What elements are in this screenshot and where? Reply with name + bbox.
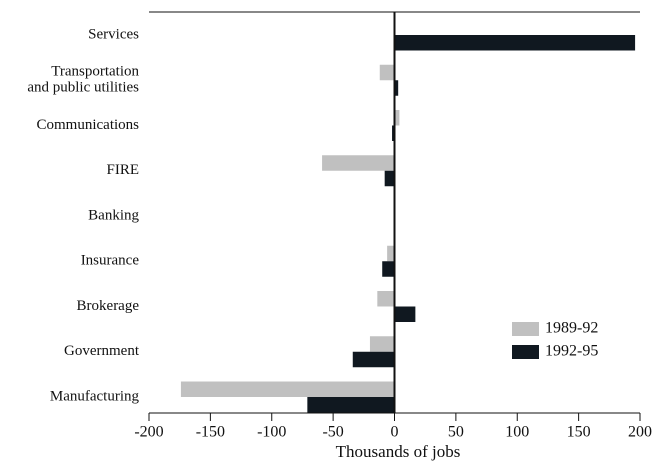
x-tick-label: -50 xyxy=(322,424,343,441)
legend-swatch xyxy=(512,322,539,336)
y-tick-label: FIRE xyxy=(106,162,139,178)
bar xyxy=(377,291,395,307)
x-tick-label: 0 xyxy=(391,424,399,441)
bar xyxy=(394,306,416,322)
x-tick-label: -150 xyxy=(196,424,225,441)
x-tick-label: 150 xyxy=(567,424,591,441)
bar xyxy=(387,245,395,262)
bar xyxy=(180,381,395,397)
y-tick-label: Government xyxy=(64,343,140,359)
x-tick-label: -100 xyxy=(257,424,286,441)
bar xyxy=(394,110,400,126)
y-tick-label: Manufacturing xyxy=(50,388,140,404)
bar xyxy=(384,170,395,187)
bar xyxy=(352,351,395,368)
bar xyxy=(382,261,395,277)
bar xyxy=(379,64,395,81)
legend-swatch xyxy=(512,345,539,359)
x-tick-label: 200 xyxy=(628,424,652,441)
bar xyxy=(369,336,395,352)
y-tick-label: Brokerage xyxy=(77,298,140,314)
legend-label: 1989-92 xyxy=(545,320,598,337)
x-tick-label: -200 xyxy=(134,424,163,441)
y-tick-label: Banking xyxy=(88,207,139,223)
y-tick-label: Transportation and public utilities xyxy=(27,64,139,96)
y-tick-label: Communications xyxy=(37,117,140,133)
y-tick-label: Insurance xyxy=(81,253,140,269)
legend-label: 1992-95 xyxy=(545,343,598,360)
bar xyxy=(307,397,395,413)
bar xyxy=(394,80,399,96)
bar xyxy=(322,155,395,171)
bar xyxy=(392,125,395,141)
bar xyxy=(394,35,636,51)
x-axis-label: Thousands of jobs xyxy=(336,442,461,461)
y-tick-label: Services xyxy=(88,26,139,42)
x-tick-label: 50 xyxy=(448,424,464,441)
x-tick-label: 100 xyxy=(505,424,529,441)
